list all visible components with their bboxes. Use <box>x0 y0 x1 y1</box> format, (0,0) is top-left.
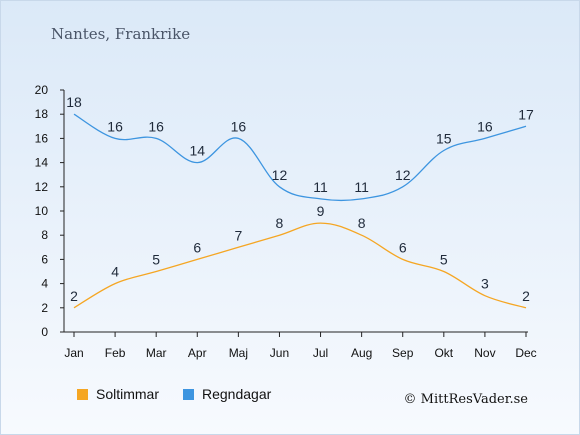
data-label-regndagar: 15 <box>436 131 452 147</box>
data-label-soltimmar: 8 <box>276 215 284 231</box>
data-label-soltimmar: 9 <box>317 203 325 219</box>
data-label-soltimmar: 2 <box>70 288 78 304</box>
x-tick-label: Sep <box>392 346 414 360</box>
data-label-regndagar: 16 <box>148 118 164 134</box>
data-label-soltimmar: 2 <box>522 288 530 304</box>
data-label-soltimmar: 6 <box>193 239 201 255</box>
data-label-soltimmar: 6 <box>399 239 407 255</box>
x-tick-label: Jul <box>313 346 328 360</box>
data-label-regndagar: 12 <box>272 167 288 183</box>
data-label-regndagar: 12 <box>395 167 411 183</box>
legend-label: Soltimmar <box>96 386 159 402</box>
data-label-regndagar: 14 <box>189 143 205 159</box>
legend-swatch <box>183 389 194 400</box>
series-line-regndagar <box>73 113 527 202</box>
y-tick-label: 16 <box>35 131 49 145</box>
data-label-soltimmar: 3 <box>481 276 489 292</box>
data-label-regndagar: 18 <box>66 94 82 110</box>
data-label-soltimmar: 4 <box>111 264 119 280</box>
x-tick-label: Jun <box>270 346 289 360</box>
data-label-regndagar: 16 <box>231 118 247 134</box>
y-tick-label: 12 <box>35 180 49 194</box>
data-label-soltimmar: 7 <box>234 227 242 243</box>
x-tick-label: Aug <box>351 346 372 360</box>
legend-swatch <box>77 389 88 400</box>
axes: 0 2 4 6 8 10 12 14 16 18 20 Jan Feb Mar Apr Maj Jun Jul Au… <box>35 83 537 360</box>
legend: Soltimmar Regndagar <box>77 386 272 402</box>
data-label-soltimmar: 5 <box>152 252 160 268</box>
y-tick-label: 6 <box>41 252 48 266</box>
x-tick-label: Dec <box>515 346 536 360</box>
data-label-regndagar: 16 <box>477 118 493 134</box>
data-label-soltimmar: 5 <box>440 252 448 268</box>
x-tick-label: Mar <box>146 346 167 360</box>
data-label-regndagar: 11 <box>354 179 369 195</box>
data-label-regndagar: 16 <box>107 118 123 134</box>
x-tick-label: Jan <box>64 346 83 360</box>
series-line-soltimmar <box>73 222 527 309</box>
data-label-regndagar: 11 <box>313 179 328 195</box>
chart-title: Nantes, Frankrike <box>51 25 190 43</box>
y-tick-label: 4 <box>41 277 48 291</box>
x-tick-label: Nov <box>474 346 495 360</box>
x-tick-label: Maj <box>229 346 248 360</box>
legend-label: Regndagar <box>202 386 272 402</box>
y-tick-label: 18 <box>35 107 49 121</box>
data-label-regndagar: 17 <box>518 106 534 122</box>
y-tick-label: 2 <box>41 301 48 315</box>
series-layer <box>73 113 527 309</box>
credit-text: © MittResVader.se <box>404 392 529 407</box>
y-tick-label: 0 <box>41 325 48 339</box>
x-tick-label: Feb <box>105 346 126 360</box>
data-labels: 2 4 5 6 7 8 9 8 6 5 3 2 18 16 16 14 16 12 11 11 12 15 16 17 <box>66 94 534 304</box>
x-tick-label: Okt <box>434 346 453 360</box>
y-tick-label: 14 <box>35 156 49 170</box>
y-tick-label: 8 <box>41 228 48 242</box>
data-label-soltimmar: 8 <box>358 215 366 231</box>
x-tick-label: Apr <box>188 346 207 360</box>
y-tick-label: 20 <box>35 83 49 97</box>
y-tick-label: 10 <box>35 204 49 218</box>
